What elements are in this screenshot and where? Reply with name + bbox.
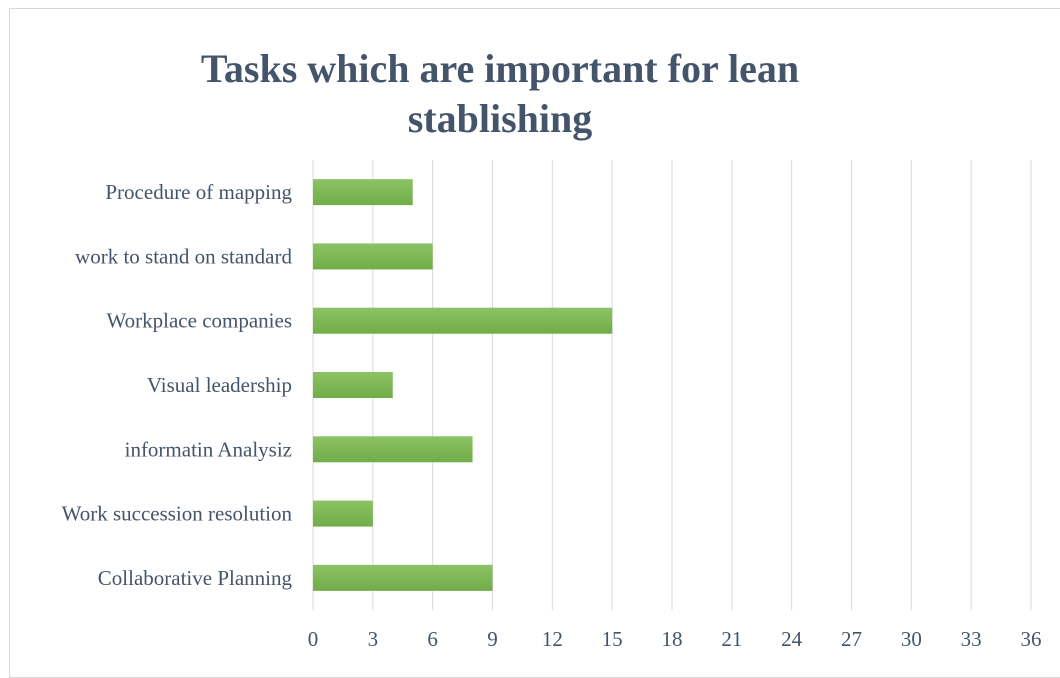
x-tick-label: 9 xyxy=(487,627,498,651)
bars xyxy=(313,179,613,591)
category-label: Workplace companies xyxy=(107,309,292,333)
x-tick-label: 30 xyxy=(901,627,922,651)
x-tick-label: 3 xyxy=(368,627,379,651)
x-tick-label: 24 xyxy=(781,627,803,651)
x-tick-label: 27 xyxy=(841,627,862,651)
gridlines xyxy=(312,160,1032,610)
bar-7 xyxy=(313,564,493,591)
category-labels: Procedure of mapping work to stand on sta… xyxy=(62,180,293,590)
x-tick-label: 36 xyxy=(1021,627,1042,651)
x-axis-ticks: 0 3 6 9 12 15 18 21 24 27 30 33 36 xyxy=(308,627,1042,651)
bar-3 xyxy=(313,307,613,334)
category-label: work to stand on standard xyxy=(75,244,292,268)
bar-4 xyxy=(313,372,393,398)
bar-chart-plot: Procedure of mapping work to stand on sta… xyxy=(62,160,1042,651)
category-label: Visual leadership xyxy=(147,373,292,397)
category-label: Work succession resolution xyxy=(62,502,293,526)
category-label: informatin Analysiz xyxy=(125,437,292,461)
category-label: Procedure of mapping xyxy=(105,180,292,204)
x-tick-label: 12 xyxy=(542,627,563,651)
x-tick-label: 0 xyxy=(308,627,319,651)
chart-frame xyxy=(9,8,1060,678)
x-tick-label: 21 xyxy=(721,627,742,651)
x-tick-label: 33 xyxy=(961,627,982,651)
bar-2 xyxy=(313,243,433,270)
x-tick-label: 18 xyxy=(662,627,683,651)
category-label: Collaborative Planning xyxy=(98,566,293,590)
x-tick-label: 15 xyxy=(602,627,623,651)
bar-5 xyxy=(313,436,473,463)
x-tick-label: 6 xyxy=(427,627,438,651)
bar-6 xyxy=(313,500,373,527)
chart-title: Tasks which are important for lean stabl… xyxy=(200,46,800,141)
bar-1 xyxy=(313,179,413,206)
